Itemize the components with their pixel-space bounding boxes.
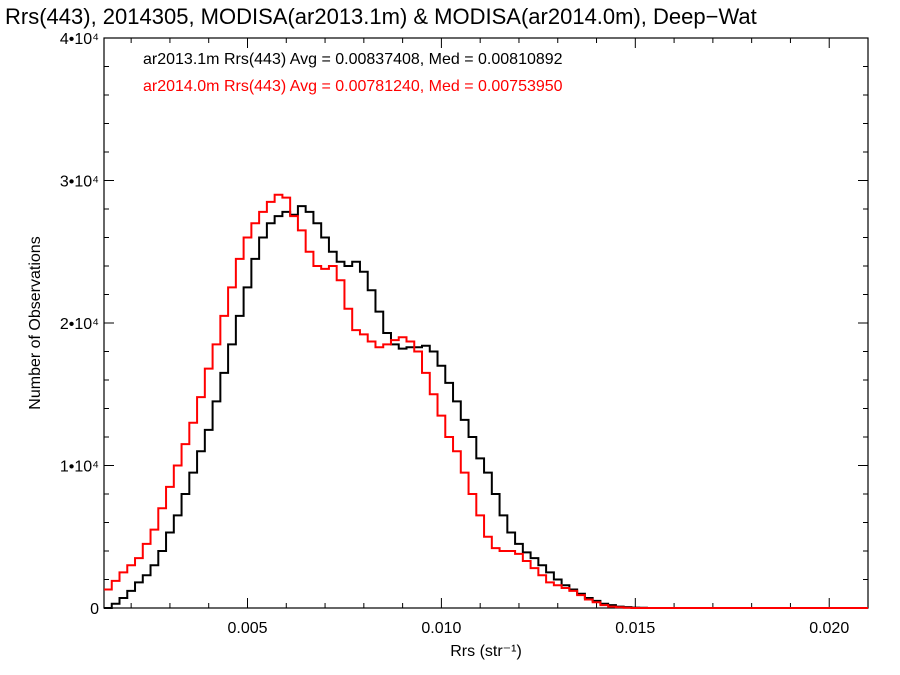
y-tick-label: 3•10⁴ (60, 174, 99, 191)
x-axis: 0.005 0.010 0.015 0.020 (130, 38, 869, 637)
x-tick-label: 0.015 (615, 620, 655, 637)
chart-title: Rrs(443), 2014305, MODISA(ar2013.1m) & M… (5, 4, 757, 29)
legend-entry-ar2013: ar2013.1m Rrs(443) Avg = 0.00837408, Med… (143, 51, 563, 68)
y-tick-label: 4•10⁴ (60, 31, 99, 48)
x-tick-label: 0.005 (227, 620, 267, 637)
y-axis: 0 1•10⁴ 2•10⁴ 3•10⁴ 4•10⁴ (60, 31, 868, 618)
legend: ar2013.1m Rrs(443) Avg = 0.00837408, Med… (143, 51, 563, 95)
x-tick-label: 0.020 (809, 620, 849, 637)
legend-entry-ar2014: ar2014.0m Rrs(443) Avg = 0.00781240, Med… (143, 78, 563, 95)
y-tick-label: 1•10⁴ (60, 459, 99, 476)
x-axis-label: Rrs (str⁻¹) (450, 643, 522, 660)
plot-frame (103, 37, 869, 609)
series-line-ar2014.0m (104, 193, 868, 609)
series-layer (104, 193, 868, 609)
y-tick-label: 2•10⁴ (60, 316, 99, 333)
series-line-ar2013.1m (104, 205, 868, 609)
y-axis-label: Number of Observations (27, 236, 44, 409)
y-tick-label: 0 (90, 601, 99, 618)
x-tick-label: 0.010 (421, 620, 461, 637)
